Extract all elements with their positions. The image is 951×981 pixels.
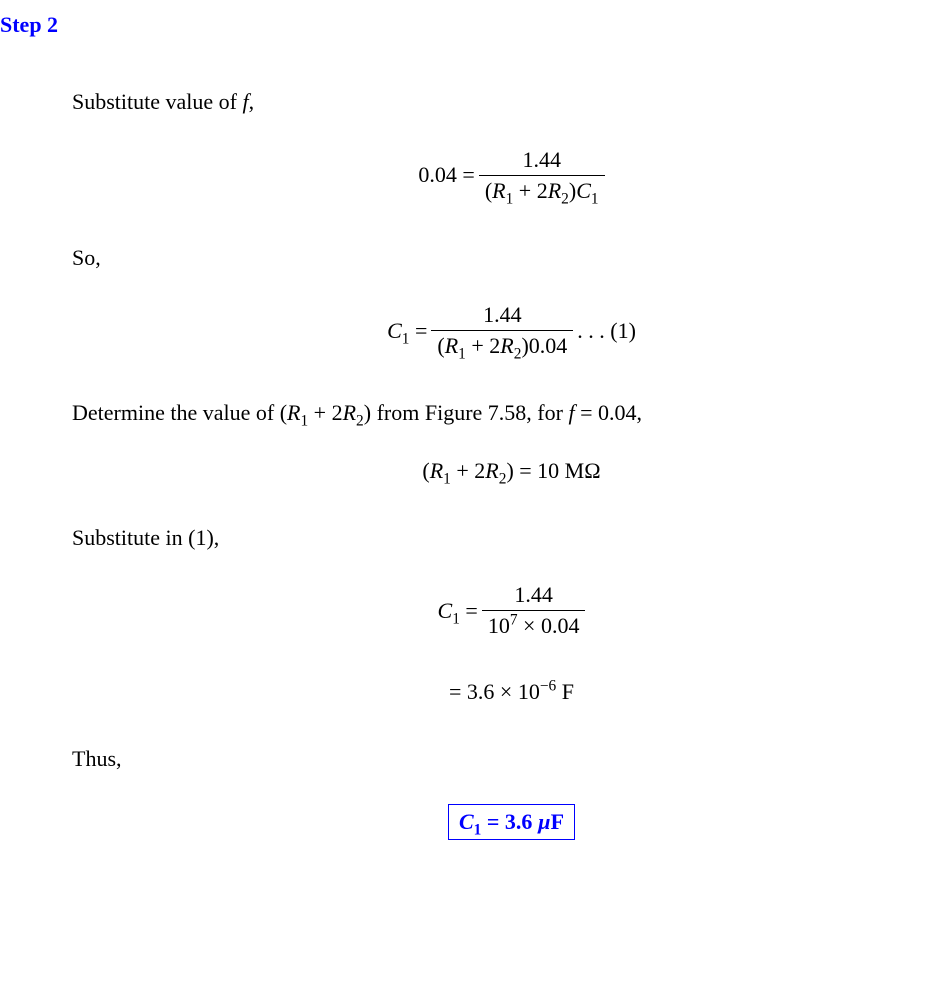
eq4-lhs: C1 = <box>438 598 478 624</box>
para1-pre: Substitute value of <box>72 89 242 114</box>
equation-3: (R1 + 2R2) = 10 MΩ <box>72 458 951 484</box>
eq4-denominator: 107 × 0.04 <box>482 611 586 639</box>
para-determine: Determine the value of (R1 + 2R2) from F… <box>72 399 951 428</box>
eq2-fraction: 1.44 (R1 + 2R2)0.04 <box>431 302 573 359</box>
eq1-denominator: (R1 + 2R2)C1 <box>479 176 605 204</box>
eq2-denominator: (R1 + 2R2)0.04 <box>431 331 573 359</box>
para-substitute-f: Substitute value of f, <box>72 88 951 117</box>
eq1-numerator: 1.44 <box>479 147 605 176</box>
para-so: So, <box>72 244 951 273</box>
eq2-numerator: 1.44 <box>431 302 573 331</box>
equation-2: C1 = 1.44 (R1 + 2R2)0.04 . . . (1) <box>72 302 951 359</box>
eq2-tail: . . . (1) <box>577 318 636 344</box>
equation-4: C1 = 1.44 107 × 0.04 <box>72 582 951 639</box>
para1-post: , <box>249 89 255 114</box>
equation-1: 0.04 = 1.44 (R1 + 2R2)C1 <box>72 147 951 204</box>
para-thus: Thus, <box>72 745 951 774</box>
answer-row: C1 = 3.6 µF <box>72 804 951 840</box>
answer-box: C1 = 3.6 µF <box>448 804 575 840</box>
eq2-lhs: C1 = <box>387 318 427 344</box>
eq4-fraction: 1.44 107 × 0.04 <box>482 582 586 639</box>
eq4-numerator: 1.44 <box>482 582 586 611</box>
equation-5: = 3.6 × 10−6 F <box>72 679 951 705</box>
eq1-lhs: 0.04 = <box>418 162 474 188</box>
para-substitute-1: Substitute in (1), <box>72 524 951 553</box>
step-heading: Step 2 <box>0 12 951 38</box>
eq1-fraction: 1.44 (R1 + 2R2)C1 <box>479 147 605 204</box>
